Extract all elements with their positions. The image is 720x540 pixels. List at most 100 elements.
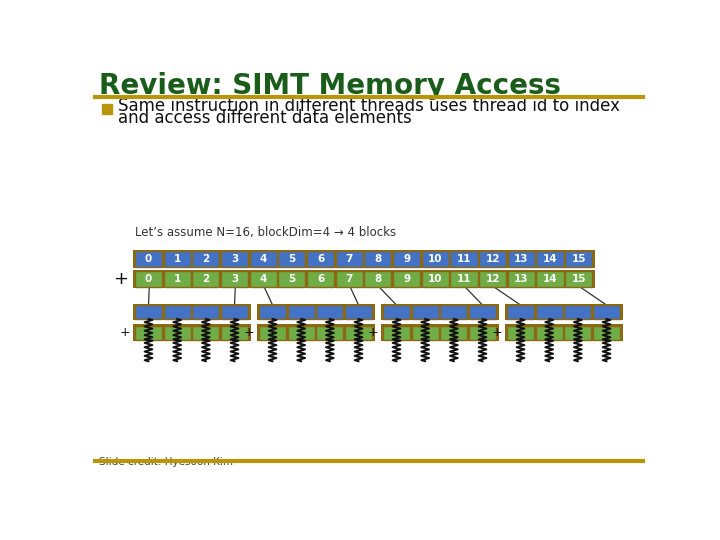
Bar xyxy=(279,251,305,267)
Bar xyxy=(336,251,363,267)
Bar xyxy=(536,305,563,319)
Text: +: + xyxy=(243,326,254,339)
Bar xyxy=(469,326,496,340)
Text: +: + xyxy=(114,270,128,288)
Bar xyxy=(451,251,477,267)
Text: 5: 5 xyxy=(288,274,295,284)
Bar xyxy=(505,325,624,341)
Text: 4: 4 xyxy=(259,254,267,264)
Text: 13: 13 xyxy=(514,274,528,284)
Bar xyxy=(412,326,438,340)
Text: 0: 0 xyxy=(145,274,152,284)
Bar xyxy=(287,326,315,340)
Bar xyxy=(564,326,591,340)
Text: 13: 13 xyxy=(514,254,528,264)
Text: Slide credit: Hyesoon Kim: Slide credit: Hyesoon Kim xyxy=(99,457,233,467)
Bar xyxy=(441,305,467,319)
Bar xyxy=(316,305,343,319)
Bar xyxy=(364,251,392,267)
Text: Let’s assume N=16, blockDim=4 → 4 blocks: Let’s assume N=16, blockDim=4 → 4 blocks xyxy=(135,226,396,239)
Text: 2: 2 xyxy=(202,254,210,264)
Text: 12: 12 xyxy=(485,274,500,284)
Bar xyxy=(469,305,496,319)
Bar xyxy=(507,326,534,340)
Text: +: + xyxy=(492,326,502,339)
Bar xyxy=(221,271,248,287)
Bar xyxy=(382,325,499,341)
Bar xyxy=(536,326,563,340)
Bar xyxy=(163,305,191,319)
Text: 10: 10 xyxy=(428,274,443,284)
Text: 10: 10 xyxy=(428,254,443,264)
Bar xyxy=(135,251,162,267)
Bar xyxy=(508,251,535,267)
Bar xyxy=(133,269,595,288)
Bar xyxy=(133,249,595,268)
Text: 15: 15 xyxy=(572,254,586,264)
Bar xyxy=(536,251,564,267)
Text: 3: 3 xyxy=(231,254,238,264)
Bar xyxy=(259,326,286,340)
Bar xyxy=(192,271,220,287)
Bar xyxy=(422,251,449,267)
Text: 11: 11 xyxy=(456,274,471,284)
Text: 9: 9 xyxy=(403,254,410,264)
Bar xyxy=(507,305,534,319)
Bar xyxy=(565,271,593,287)
Text: 7: 7 xyxy=(346,254,353,264)
Bar xyxy=(259,305,286,319)
Bar xyxy=(221,251,248,267)
Bar xyxy=(565,251,593,267)
Text: 15: 15 xyxy=(572,274,586,284)
Text: 6: 6 xyxy=(317,254,324,264)
Bar xyxy=(287,305,315,319)
Text: 4: 4 xyxy=(259,274,267,284)
Bar xyxy=(393,271,420,287)
Bar xyxy=(135,271,162,287)
Bar xyxy=(479,271,506,287)
Bar xyxy=(383,326,410,340)
Text: 8: 8 xyxy=(374,274,382,284)
Text: 9: 9 xyxy=(403,274,410,284)
Text: 14: 14 xyxy=(543,254,557,264)
Bar xyxy=(258,325,375,341)
Text: and access different data elements: and access different data elements xyxy=(118,109,412,127)
Text: 0: 0 xyxy=(145,254,152,264)
Bar xyxy=(422,271,449,287)
Bar xyxy=(163,326,191,340)
Bar xyxy=(593,305,620,319)
Bar xyxy=(505,303,624,320)
Bar xyxy=(336,271,363,287)
Bar xyxy=(221,305,248,319)
Bar xyxy=(250,251,276,267)
Bar xyxy=(192,326,220,340)
Bar xyxy=(345,326,372,340)
Text: 8: 8 xyxy=(374,254,382,264)
Bar xyxy=(345,305,372,319)
Text: +: + xyxy=(120,326,130,339)
Bar xyxy=(508,271,535,287)
Bar xyxy=(133,303,251,320)
Bar xyxy=(163,271,191,287)
Text: Same instruction in different threads uses thread id to index: Same instruction in different threads us… xyxy=(118,97,620,114)
Text: 5: 5 xyxy=(288,254,295,264)
Bar xyxy=(383,305,410,319)
Text: 3: 3 xyxy=(231,274,238,284)
Bar xyxy=(133,325,251,341)
Bar xyxy=(279,271,305,287)
Bar xyxy=(564,305,591,319)
Bar xyxy=(393,251,420,267)
Bar xyxy=(382,303,499,320)
Text: 11: 11 xyxy=(456,254,471,264)
Bar xyxy=(451,271,477,287)
Bar xyxy=(192,305,220,319)
Bar xyxy=(192,251,220,267)
Text: +: + xyxy=(368,326,378,339)
Text: 2: 2 xyxy=(202,274,210,284)
Bar xyxy=(258,303,375,320)
Bar xyxy=(316,326,343,340)
Bar xyxy=(479,251,506,267)
Bar xyxy=(536,271,564,287)
Bar xyxy=(135,326,162,340)
Bar xyxy=(135,305,162,319)
